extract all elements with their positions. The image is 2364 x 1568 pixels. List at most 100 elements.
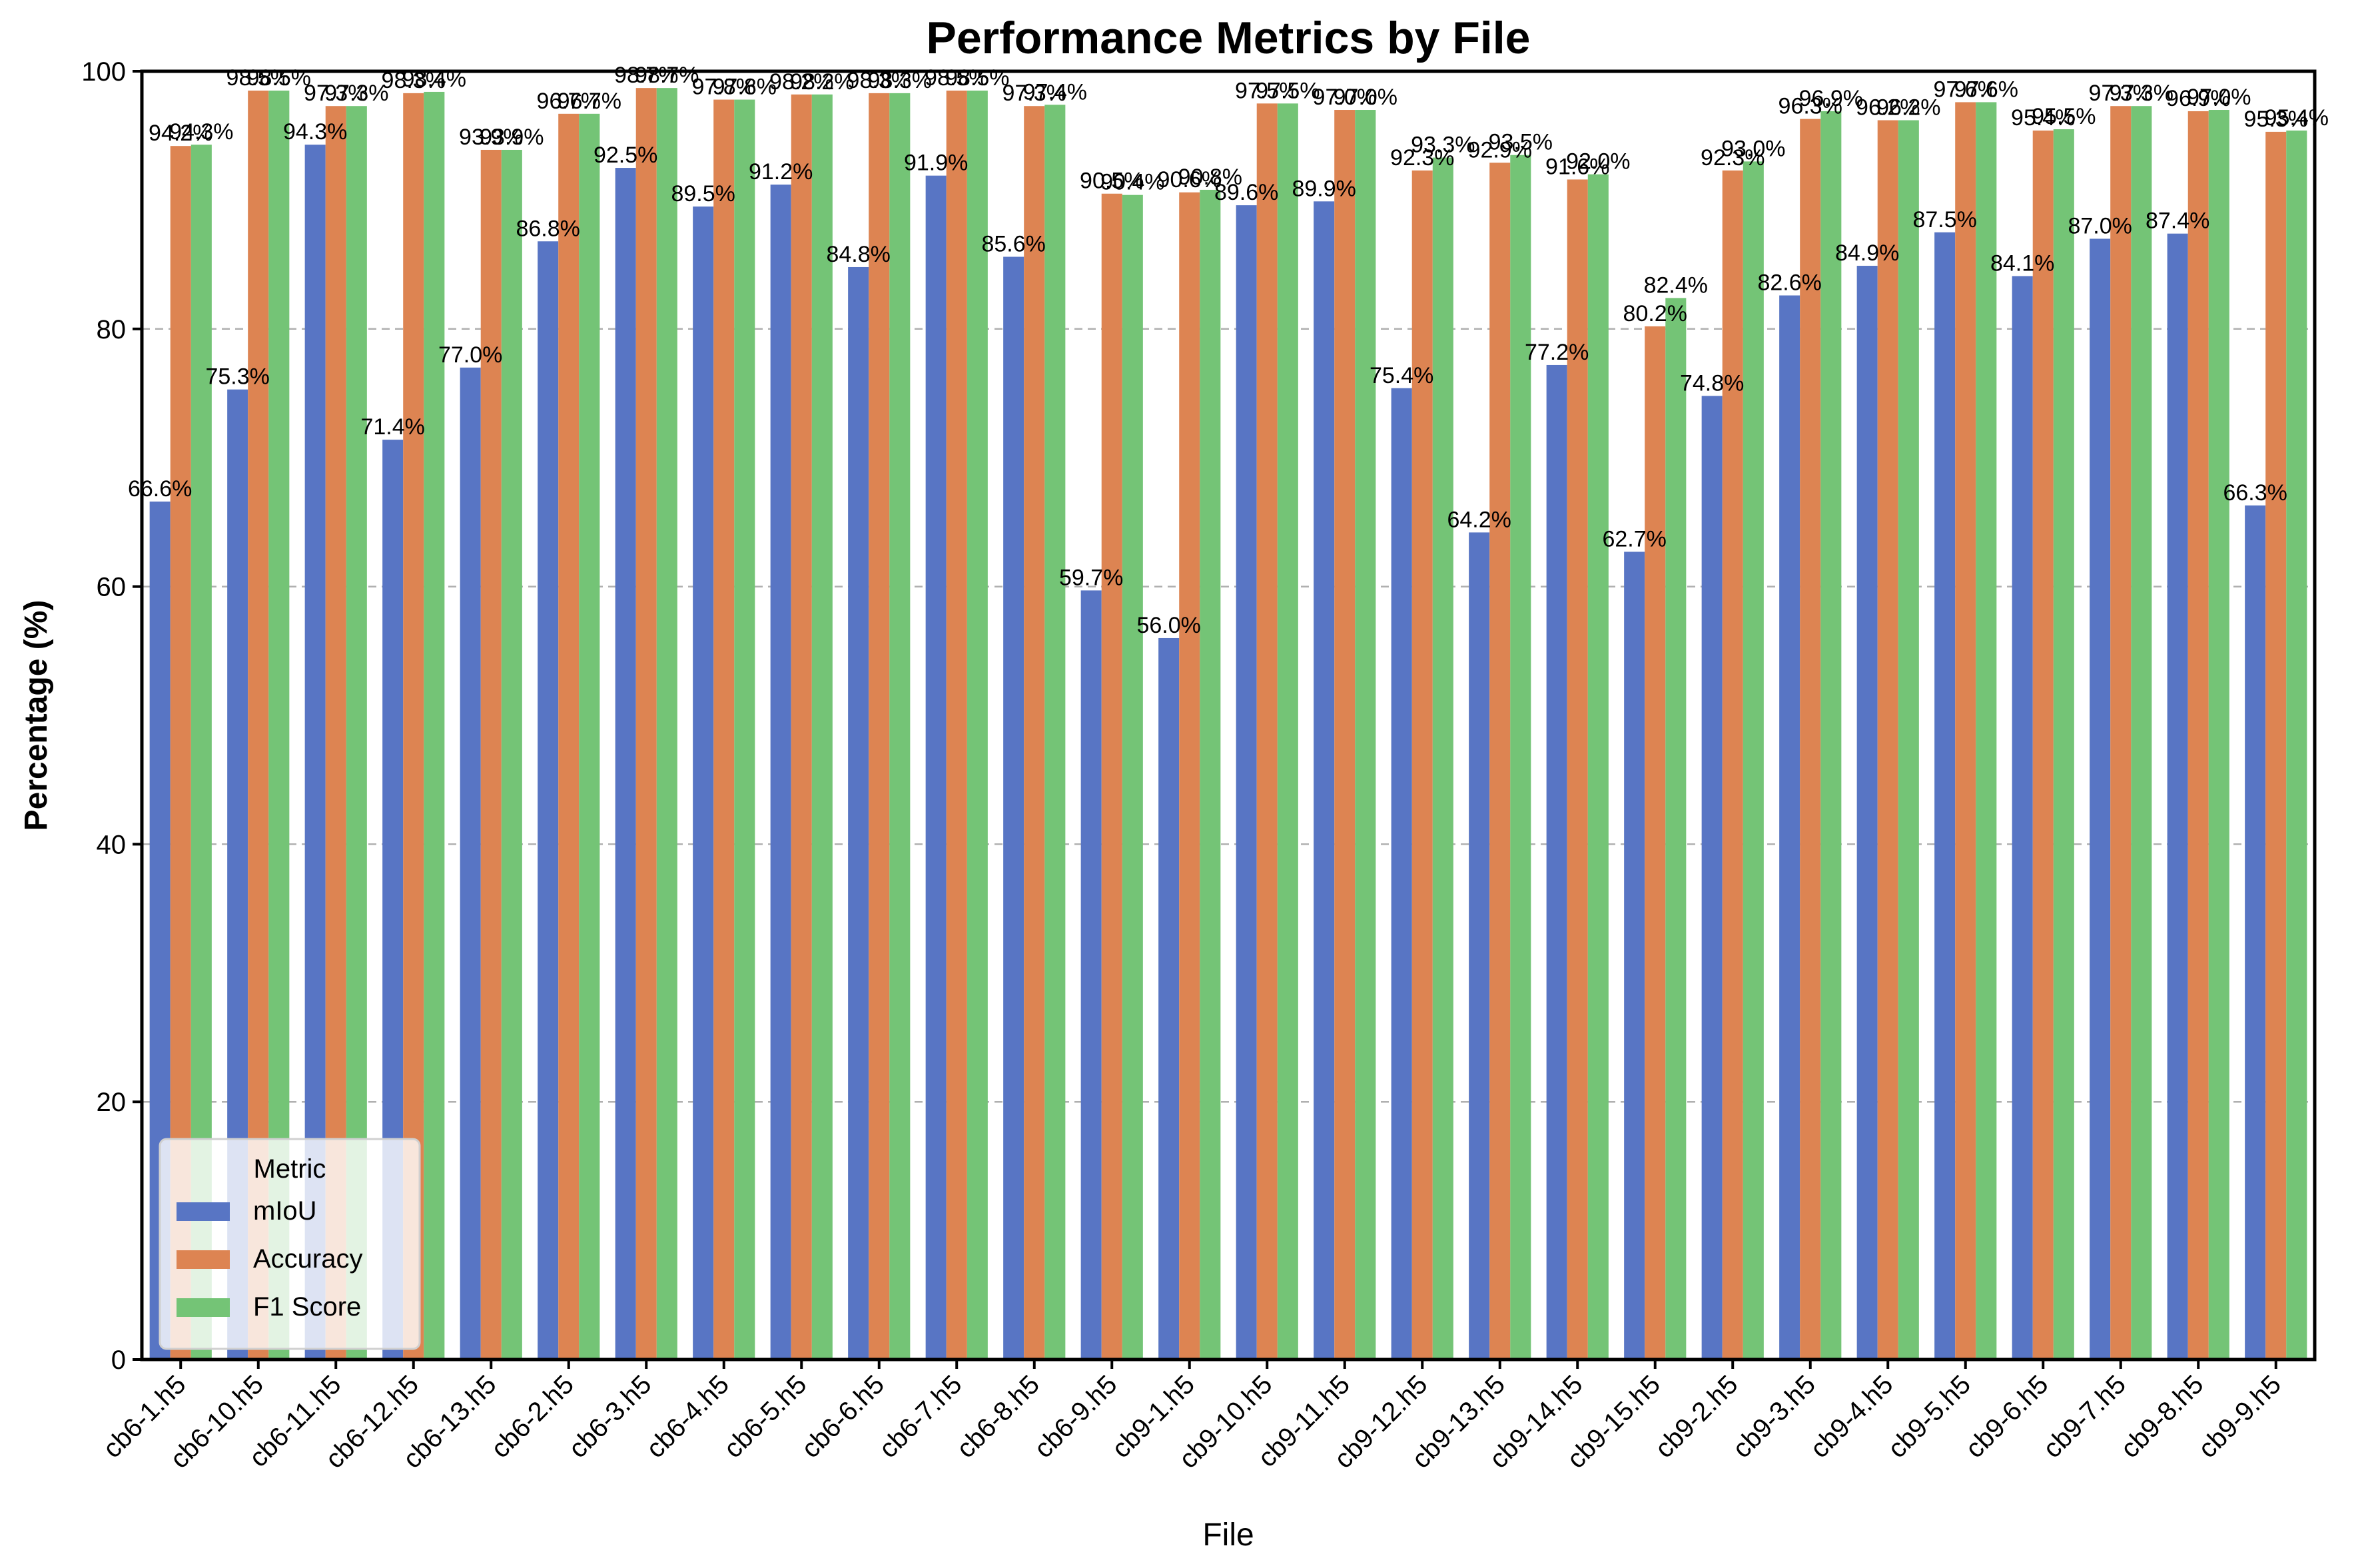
y-tick-label: 40 [97, 830, 127, 859]
data-label: 93.0% [1721, 136, 1785, 161]
data-label: 94.2% [149, 121, 212, 146]
bar-miou [2167, 233, 2188, 1360]
data-label: 62.7% [1602, 526, 1666, 552]
data-label: 97.3% [2110, 81, 2173, 106]
bar-miou [848, 266, 869, 1360]
data-label: 93.3% [1411, 133, 1475, 158]
data-label: 87.4% [2146, 208, 2209, 234]
bar-f1-score [2208, 110, 2229, 1360]
bar-f1-score [734, 99, 755, 1360]
data-label: 59.7% [1059, 565, 1123, 590]
bar-f1-score [1200, 189, 1221, 1360]
bar-miou [770, 185, 791, 1360]
bar-miou [693, 206, 714, 1360]
bar-accuracy [1179, 192, 1200, 1360]
data-label: 96.9% [2166, 86, 2230, 111]
bar-f1-score [1277, 103, 1298, 1360]
data-label: 95.3% [2244, 107, 2308, 132]
y-tick-label: 0 [111, 1346, 126, 1375]
bar-f1-score [2131, 106, 2152, 1360]
bar-accuracy [2032, 130, 2054, 1360]
data-label: 89.6% [1214, 180, 1278, 205]
data-label: 96.7% [537, 89, 601, 114]
bar-miou [615, 168, 636, 1360]
data-label: 92.0% [1566, 149, 1630, 175]
bar-miou [1314, 201, 1335, 1360]
bar-miou [1080, 590, 1102, 1360]
bar-accuracy [1645, 326, 1666, 1360]
bar-accuracy [791, 94, 812, 1360]
data-label: 90.4% [1100, 170, 1164, 195]
data-label: 97.0% [1334, 85, 1397, 110]
legend-swatch [177, 1202, 230, 1221]
bar-accuracy [1334, 110, 1356, 1360]
data-label: 91.2% [749, 159, 813, 185]
x-tick-label: cb9-6.h5 [1960, 1370, 2054, 1463]
data-label: 80.2% [1623, 301, 1687, 326]
data-label: 56.0% [1136, 613, 1200, 638]
x-axis-title: File [1202, 1517, 1254, 1553]
bar-accuracy [558, 113, 580, 1360]
data-label: 90.8% [1178, 165, 1242, 190]
bar-miou [1546, 364, 1567, 1360]
bar-miou [1934, 232, 1956, 1360]
data-label: 77.2% [1525, 340, 1589, 365]
bars [149, 88, 2307, 1360]
bar-f1-score [1976, 102, 1997, 1360]
data-label: 97.3% [2089, 81, 2153, 106]
bar-miou [538, 241, 559, 1360]
legend-swatch [177, 1250, 230, 1269]
data-label: 84.9% [1835, 240, 1899, 266]
bar-accuracy [2187, 111, 2209, 1360]
data-label: 87.0% [2068, 213, 2132, 238]
data-label: 94.3% [169, 119, 233, 145]
bar-f1-score [501, 149, 522, 1360]
data-label: 92.3% [1701, 145, 1765, 171]
bar-accuracy [1256, 103, 1278, 1360]
bar-f1-score [424, 91, 445, 1360]
data-label: 93.9% [480, 125, 544, 150]
bar-f1-score [1743, 161, 1764, 1360]
data-label: 97.8% [692, 75, 756, 100]
data-label: 97.5% [1256, 78, 1320, 103]
data-label: 87.5% [1912, 207, 1976, 232]
data-label: 92.3% [1390, 145, 1454, 171]
x-tick-label: cb6-4.h5 [641, 1370, 735, 1463]
bar-f1-score [1587, 174, 1609, 1360]
data-label: 91.6% [1545, 154, 1609, 179]
data-label: 98.5% [925, 65, 988, 91]
bar-accuracy [869, 93, 890, 1360]
bar-miou [1003, 256, 1024, 1360]
data-label: 84.1% [1990, 251, 2054, 276]
bar-f1-score [1665, 298, 1687, 1360]
bar-accuracy [1955, 102, 1976, 1360]
chart-title: Performance Metrics by File [926, 13, 1530, 63]
data-label: 97.5% [1235, 78, 1299, 103]
bar-miou [925, 175, 947, 1360]
data-label: 98.7% [614, 63, 678, 88]
bar-f1-score [1510, 155, 1531, 1360]
data-label: 96.7% [558, 89, 621, 114]
data-label: 85.6% [981, 231, 1045, 256]
data-label: 96.9% [1799, 86, 1863, 111]
bar-accuracy [1024, 106, 1045, 1360]
data-label: 84.8% [826, 242, 890, 267]
y-axis: 0 20 40 60 80 100 [81, 57, 142, 1375]
bar-f1-score [1122, 195, 1143, 1360]
y-tick-label: 100 [81, 57, 126, 87]
bar-f1-score [967, 91, 988, 1360]
bar-accuracy [1800, 119, 1821, 1360]
bar-accuracy [1101, 193, 1122, 1360]
legend-label: Accuracy [253, 1244, 363, 1274]
x-tick-label: cb9-9.h5 [2193, 1370, 2287, 1463]
data-label: 95.4% [2265, 105, 2329, 131]
data-label: 82.4% [1644, 272, 1708, 298]
bar-miou [1391, 388, 1412, 1360]
data-label: 66.6% [128, 476, 192, 502]
data-label: 97.3% [324, 81, 388, 106]
bar-f1-score [889, 93, 911, 1360]
data-label: 93.5% [1489, 130, 1553, 155]
data-label: 98.5% [226, 65, 290, 91]
legend-label: mIoU [253, 1196, 317, 1226]
bar-f1-score [1898, 120, 1919, 1360]
